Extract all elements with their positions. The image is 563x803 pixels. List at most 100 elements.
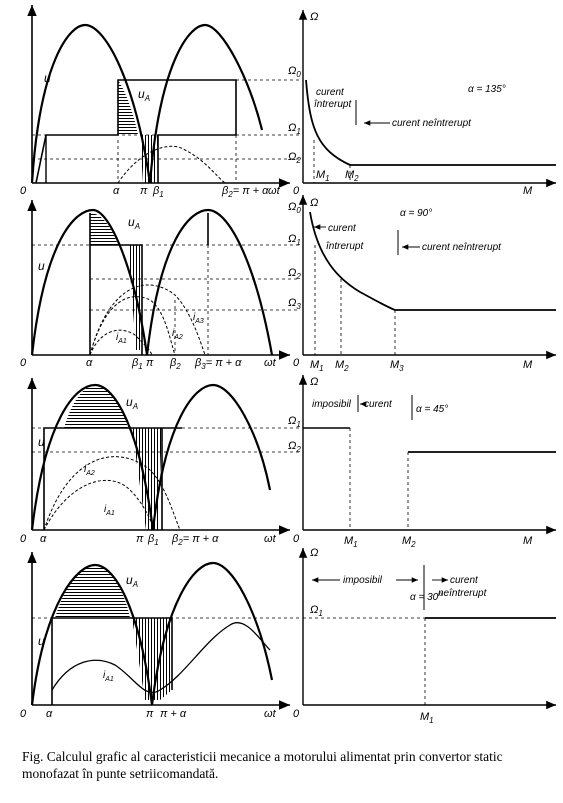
panel-b-current-iA1: [89, 329, 153, 356]
panel-b-supply-voltage: [30, 208, 149, 356]
panel-b-label-omega-t: ωt: [264, 357, 277, 369]
panel-b-current-iA3: [89, 284, 206, 356]
panel-c-label-alpha: α: [40, 533, 47, 545]
panel-d-label-alpha: α: [46, 708, 53, 720]
panel-b-label-alpha: α: [86, 357, 93, 369]
panel-c-current-iA1: [43, 479, 156, 531]
panel-b-label-uA: uA: [128, 215, 140, 231]
panel-c-alpha-value: α = 45°: [416, 404, 448, 415]
panel-b-characteristic: Ω Ω0 Ω1 Ω2 Ω3 0 M1 M2 M3 M curent întrer…: [288, 195, 556, 373]
panel-a-label-M: M: [523, 185, 533, 197]
panel-d-text-curent: curent: [450, 575, 479, 586]
panel-c-label-iA1: iA1: [104, 504, 115, 517]
panel-c-label-Omega: Ω: [310, 376, 318, 388]
panel-c-label-uA: uA: [126, 395, 138, 411]
panel-a-label-beta2: β2= π + α: [221, 185, 269, 199]
panel-c-supply-voltage: [30, 383, 155, 531]
panel-b-current-iA2: [89, 296, 176, 356]
panel-b-label-beta3: β3= π + α: [194, 357, 242, 371]
panel-a: 0 u uA α π β1 β2= π + α ωt Ω Ω0 Ω1 Ω2 0 …: [20, 5, 556, 199]
panel-c-label-M2: M2: [402, 535, 416, 549]
panel-b-alpha-value: α = 90°: [400, 208, 432, 219]
panel-d-origin: 0: [20, 708, 27, 720]
panel-b-label-u: u: [38, 259, 45, 273]
panel-d-current-iA1: [51, 622, 271, 694]
panel-d-label-pi: π: [146, 708, 154, 720]
panel-b-label-M: M: [523, 359, 533, 371]
panel-a-text-curent: curent: [316, 87, 345, 98]
panel-c-origin: 0: [20, 533, 27, 545]
panel-c-label-Omega2: Ω2: [288, 440, 301, 454]
panel-a-label-alpha: α: [113, 185, 120, 197]
panel-a-label-pi: π: [140, 185, 148, 197]
panel-d-alpha-value: α = 30°: [410, 592, 442, 603]
panel-c: 0 u uA iA2 iA1 α π β1 β2= π + α ωt Ω Ω1 …: [20, 375, 556, 549]
panel-b-label-iA3: iA3: [193, 312, 204, 325]
panel-c-text-imposibil: imposibil: [312, 399, 352, 410]
panel-b-speed-curve: [309, 211, 556, 311]
figure-caption: Fig. Calculul grafic al caracteristicii …: [22, 748, 552, 782]
panel-a-label-Omega1: Ω1: [288, 122, 301, 136]
panel-b-label-beta1: β1: [131, 357, 143, 371]
panel-a-alpha-value: α = 135°: [468, 84, 506, 95]
panel-a-right-origin: 0: [293, 185, 300, 197]
panel-a-label-M1: M1: [316, 169, 330, 183]
panel-b-supply-voltage-2: [145, 208, 274, 356]
caption-prefix: Fig.: [22, 749, 44, 764]
panel-a-supply-voltage: [30, 23, 152, 184]
panel-d-text-neintrerupt: neîntrerupt: [438, 588, 488, 599]
panel-d-right-origin: 0: [293, 708, 300, 720]
panel-a-label-beta1: β1: [152, 185, 164, 199]
panel-b-origin: 0: [20, 357, 27, 369]
panel-d-label-uA: uA: [126, 573, 138, 589]
panel-c-label-M1: M1: [344, 535, 358, 549]
panel-a-label-u: u: [44, 71, 51, 85]
panel-b-text-intrerupt: întrerupt: [326, 241, 364, 252]
panel-b-label-iA1: iA1: [116, 332, 127, 345]
panel-a-waveform: 0 u uA α π β1 β2= π + α ωt: [20, 5, 300, 199]
panel-a-characteristic: Ω Ω0 Ω1 Ω2 0 M1 M2 M curent întrerupt cu…: [288, 9, 556, 197]
panel-b-label-Omega0: Ω0: [288, 201, 301, 215]
panel-a-label-Omega0: Ω0: [288, 65, 301, 79]
panel-c-supply-voltage-2: [151, 383, 272, 531]
panel-b-label-Omega: Ω: [310, 197, 318, 209]
panel-d-label-Omega: Ω: [310, 547, 318, 559]
panel-a-text-neintrerupt: curent neîntrerupt: [392, 118, 472, 129]
panel-c-current-iA2: [43, 456, 181, 531]
panel-c-label-Omega1: Ω1: [288, 415, 301, 429]
panel-d-label-omega-t: ωt: [264, 708, 277, 720]
panel-b-label-pi: π: [146, 357, 154, 369]
panel-c-label-u: u: [38, 435, 45, 449]
panel-a-supply-voltage-2: [148, 23, 264, 184]
panel-c-label-iA2: iA2: [84, 464, 95, 477]
panel-b-text-neintrerupt: curent neîntrerupt: [422, 242, 502, 253]
panel-b-label-Omega2: Ω2: [288, 267, 301, 281]
panel-a-label-omega-t: ωt: [268, 185, 281, 197]
panel-c-label-M: M: [523, 535, 533, 547]
panel-b-vertical-hatch: [128, 245, 142, 350]
panel-a-origin: 0: [20, 185, 27, 197]
panel-c-label-beta1: β1: [147, 533, 159, 547]
panel-c-right-origin: 0: [293, 533, 300, 545]
panel-b-label-Omega3: Ω3: [288, 297, 301, 311]
panel-d-label-u: u: [38, 634, 45, 648]
panel-d-supply-voltage-2: [150, 561, 274, 706]
panel-d-waveform: 0 u uA iA1 α π π + α ωt: [20, 552, 300, 720]
panel-b-uA-hatch: [90, 213, 118, 245]
panel-b-label-iA2: iA2: [172, 328, 183, 341]
panel-d-uA-hatch: [55, 565, 130, 618]
panel-a-speed-curve: [305, 79, 556, 166]
panel-d-characteristic: Ω Ω1 0 M1 imposibil curent neîntrerupt α…: [293, 547, 556, 725]
panel-c-text-curent: curent: [364, 399, 393, 410]
panel-a-text-intrerupt: întrerupt: [314, 99, 352, 110]
panel-d-vertical-hatch: [132, 618, 172, 700]
panel-d-label-iA1: iA1: [103, 670, 114, 683]
panel-b-label-M2: M2: [335, 359, 349, 373]
panel-c-label-beta2: β2= π + α: [171, 533, 219, 547]
panel-d: 0 u uA iA1 α π π + α ωt Ω Ω1 0 M1 imposi…: [20, 547, 556, 725]
panel-d-label-Omega1: Ω1: [310, 604, 323, 618]
panel-c-label-pi: π: [136, 533, 144, 545]
panel-a-uA-hatch: [118, 80, 138, 135]
panel-c-vertical-hatch: [132, 428, 162, 530]
panel-a-label-Omega2: Ω2: [288, 151, 301, 165]
